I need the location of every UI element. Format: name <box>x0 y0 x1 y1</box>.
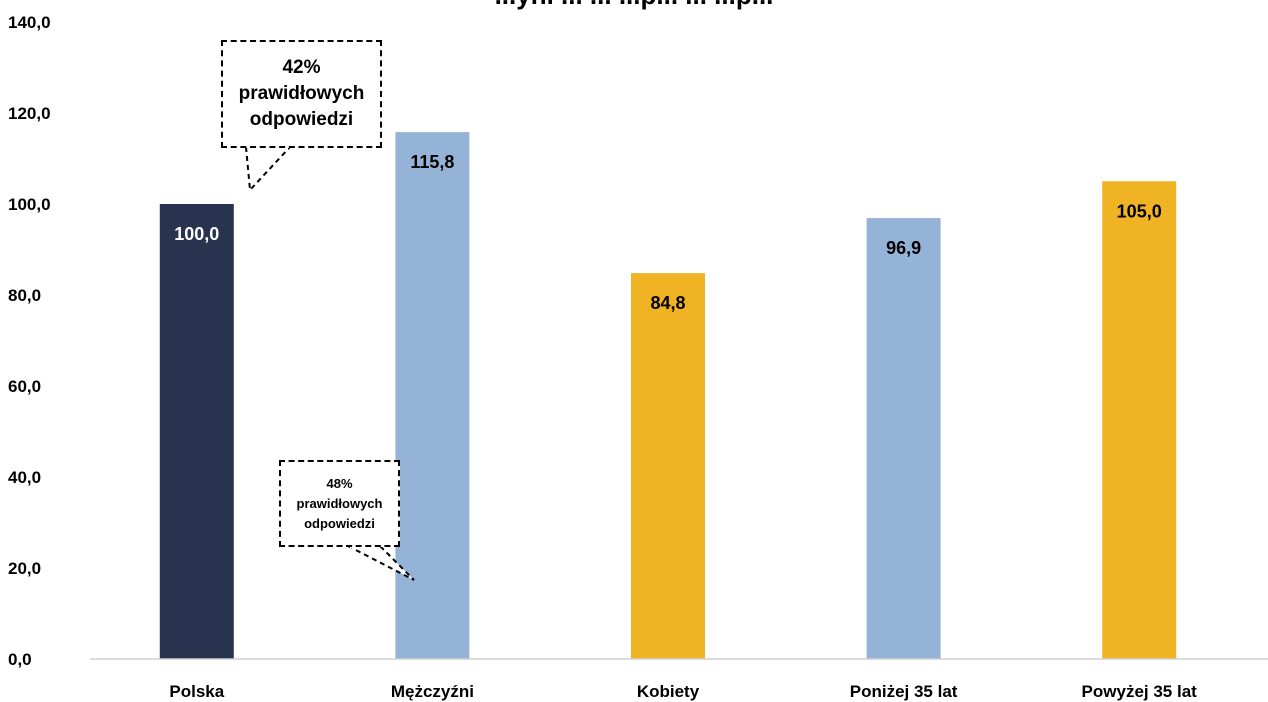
bar <box>631 273 705 659</box>
x-tick-label: Kobiety <box>637 682 700 701</box>
y-tick-label: 60,0 <box>8 377 41 396</box>
y-tick-label: 140,0 <box>8 13 51 32</box>
bars <box>159 132 1177 660</box>
data-label: 115,8 <box>410 152 454 172</box>
chart-title: ...yni ... ... ...p... ... ...p... <box>495 0 774 10</box>
annotation-callout-polska: 42% prawidłowych odpowiedzi <box>221 40 382 148</box>
annotation-callout-mezczyzni: 48% prawidłowych odpowiedzi <box>279 460 400 547</box>
x-tick-label: Poniżej 35 lat <box>850 682 958 701</box>
y-tick-label: 120,0 <box>8 104 51 123</box>
callout-2-line-1: 48% <box>326 475 353 491</box>
chart-title-group: ...yni ... ... ...p... ... ...p... <box>495 0 774 10</box>
x-tick-label: Mężczyźni <box>391 682 474 701</box>
y-tick-label: 0,0 <box>8 650 32 669</box>
bar <box>395 132 470 660</box>
y-tick-label: 100,0 <box>8 195 51 214</box>
bar <box>866 218 941 660</box>
y-tick-label: 40,0 <box>8 468 41 487</box>
callout-2-line-2: prawidłowych <box>296 495 383 511</box>
callout-1-line-1: 42% <box>282 57 321 78</box>
y-axis: 0,0 20,0 40,0 60,0 80,0 100,0 120,0 140,0 <box>8 13 51 669</box>
x-axis-labels: Polska Mężczyźni Kobiety Poniżej 35 lat Powy… <box>169 682 1197 701</box>
bar <box>1102 181 1177 659</box>
data-labels: 100,0 115,8 84,8 96,9 105,0 <box>174 152 1161 313</box>
x-tick-label: Polska <box>169 682 224 701</box>
y-tick-label: 80,0 <box>8 286 41 305</box>
callout-1-line-3: odpowiedzi <box>249 109 354 130</box>
data-label: 100,0 <box>174 224 219 244</box>
x-tick-label: Powyżej 35 lat <box>1082 682 1198 701</box>
callout-2-line-3: odpowiedzi <box>304 515 375 531</box>
data-label: 105,0 <box>1117 201 1162 221</box>
callout-1-line-2: prawidłowych <box>238 83 365 104</box>
data-label: 84,8 <box>650 293 685 313</box>
bar <box>159 204 234 659</box>
data-label: 96,9 <box>886 238 921 258</box>
y-tick-label: 20,0 <box>8 559 41 578</box>
